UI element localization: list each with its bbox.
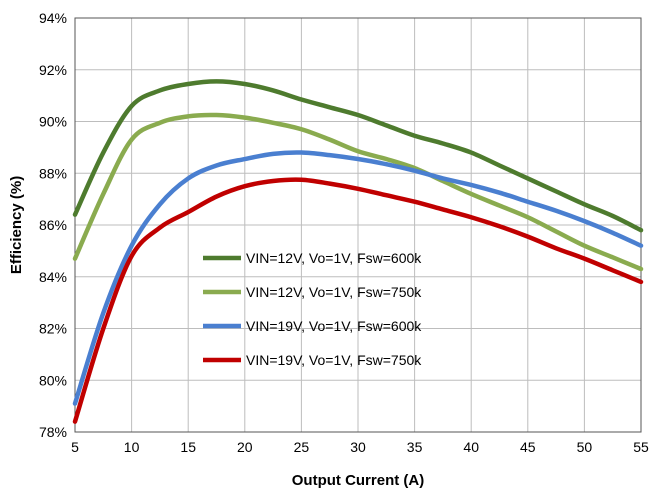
x-tick-label: 15 <box>180 439 196 455</box>
legend-label: VIN=19V, Vo=1V, Fsw=750k <box>246 352 422 368</box>
series-layer <box>72 79 644 424</box>
legend-label: VIN=12V, Vo=1V, Fsw=600k <box>246 250 422 266</box>
series-line-3 <box>72 150 644 406</box>
x-tick-label: 30 <box>350 439 366 455</box>
y-tick-labels: 78% 80% 82% 84% 86% 88% 90% 92% 94% <box>39 10 67 440</box>
y-tick-label: 92% <box>39 62 67 78</box>
x-tick-label: 50 <box>577 439 593 455</box>
legend-item: VIN=12V, Vo=1V, Fsw=600k <box>203 250 422 266</box>
legend-item: VIN=19V, Vo=1V, Fsw=750k <box>203 352 422 368</box>
y-tick-label: 88% <box>39 165 67 181</box>
y-tick-label: 86% <box>39 217 67 233</box>
y-tick-label: 94% <box>39 10 67 26</box>
x-tick-label: 40 <box>463 439 479 455</box>
x-tick-label: 45 <box>520 439 536 455</box>
y-tick-label: 80% <box>39 372 67 388</box>
y-tick-label: 82% <box>39 321 67 337</box>
y-tick-label: 90% <box>39 114 67 130</box>
x-axis-label: Output Current (A) <box>292 472 424 489</box>
x-tick-label: 55 <box>633 439 649 455</box>
x-tick-label: 10 <box>124 439 140 455</box>
y-tick-label: 78% <box>39 424 67 440</box>
series-line-2 <box>72 112 644 272</box>
series-line-1 <box>72 79 644 233</box>
legend-item: VIN=12V, Vo=1V, Fsw=750k <box>203 284 422 300</box>
legend-item: VIN=19V, Vo=1V, Fsw=600k <box>203 318 422 334</box>
legend: VIN=12V, Vo=1V, Fsw=600k VIN=12V, Vo=1V, … <box>203 250 422 368</box>
series-line-4 <box>72 177 644 424</box>
legend-label: VIN=12V, Vo=1V, Fsw=750k <box>246 284 422 300</box>
x-tick-label: 5 <box>71 439 79 455</box>
x-tick-label: 25 <box>294 439 310 455</box>
x-tick-label: 20 <box>237 439 253 455</box>
plot-area <box>74 17 642 433</box>
x-tick-labels: 5 10 15 20 25 30 35 40 45 50 55 <box>71 439 649 455</box>
y-axis-label: Efficiency (%) <box>8 176 25 274</box>
legend-label: VIN=19V, Vo=1V, Fsw=600k <box>246 318 422 334</box>
y-tick-label: 84% <box>39 269 67 285</box>
x-tick-label: 35 <box>407 439 423 455</box>
